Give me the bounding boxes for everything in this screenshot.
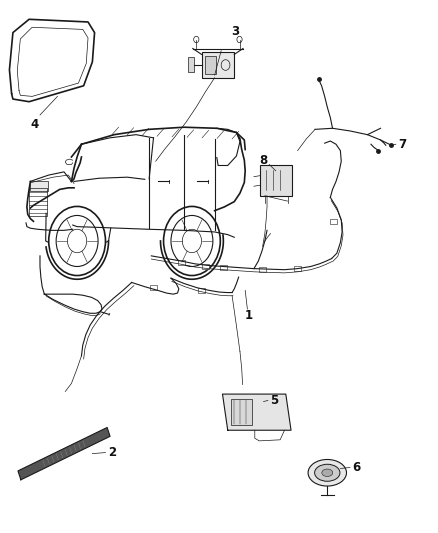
- Bar: [201, 52, 234, 78]
- Bar: [294, 266, 301, 271]
- Text: 2: 2: [108, 446, 116, 459]
- Text: 8: 8: [259, 154, 268, 167]
- Text: 4: 4: [30, 118, 39, 131]
- Text: 7: 7: [398, 138, 406, 151]
- Ellipse shape: [308, 459, 346, 486]
- Bar: [178, 260, 185, 265]
- Bar: [261, 165, 292, 196]
- Bar: [150, 285, 157, 290]
- Text: 1: 1: [245, 309, 253, 322]
- Bar: [231, 399, 252, 425]
- Bar: [330, 219, 337, 224]
- Bar: [205, 56, 216, 74]
- Bar: [259, 267, 266, 272]
- Ellipse shape: [322, 469, 333, 477]
- Polygon shape: [18, 427, 110, 480]
- Bar: [30, 181, 48, 191]
- Polygon shape: [223, 394, 291, 430]
- Bar: [198, 288, 205, 293]
- Ellipse shape: [314, 464, 340, 481]
- Bar: [188, 56, 194, 72]
- Text: 6: 6: [352, 461, 360, 474]
- Bar: [220, 265, 227, 270]
- Text: 5: 5: [270, 394, 278, 407]
- Bar: [201, 264, 208, 269]
- Text: 3: 3: [231, 25, 239, 38]
